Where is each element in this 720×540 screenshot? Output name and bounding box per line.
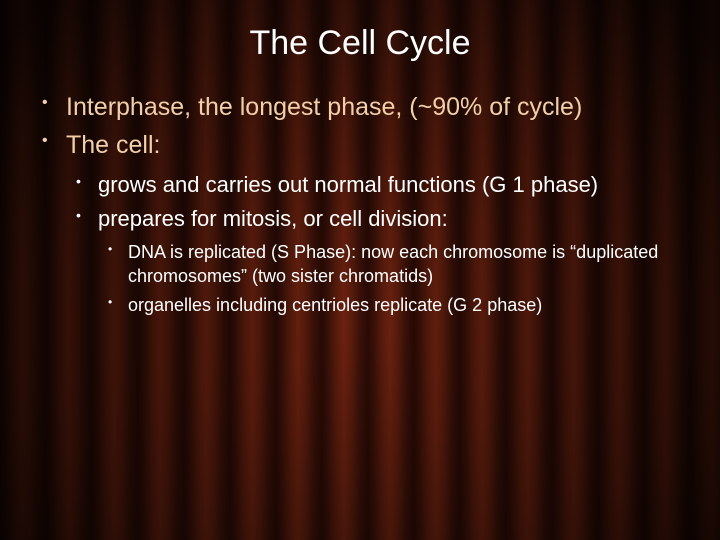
bullet-text: Interphase, the longest phase, (~90% of …	[66, 93, 582, 121]
bullet-text: organelles including centrioles replicat…	[128, 295, 542, 315]
bullet-text: prepares for mitosis, or cell division:	[98, 206, 448, 231]
bullet-text: The cell:	[66, 131, 160, 159]
list-item: grows and carries out normal functions (…	[66, 171, 684, 199]
slide-content: The Cell Cycle Interphase, the longest p…	[0, 0, 720, 540]
bullet-list-level2: grows and carries out normal functions (…	[66, 171, 684, 317]
list-item: organelles including centrioles replicat…	[98, 294, 684, 317]
bullet-text: DNA is replicated (S Phase): now each ch…	[128, 242, 658, 285]
list-item: Interphase, the longest phase, (~90% of …	[36, 91, 684, 123]
list-item: prepares for mitosis, or cell division: …	[66, 205, 684, 317]
bullet-list-level1: Interphase, the longest phase, (~90% of …	[36, 91, 684, 317]
bullet-text: grows and carries out normal functions (…	[98, 172, 598, 197]
list-item: The cell: grows and carries out normal f…	[36, 129, 684, 317]
slide-title: The Cell Cycle	[36, 24, 684, 63]
bullet-list-level3: DNA is replicated (S Phase): now each ch…	[98, 241, 684, 317]
list-item: DNA is replicated (S Phase): now each ch…	[98, 241, 684, 288]
